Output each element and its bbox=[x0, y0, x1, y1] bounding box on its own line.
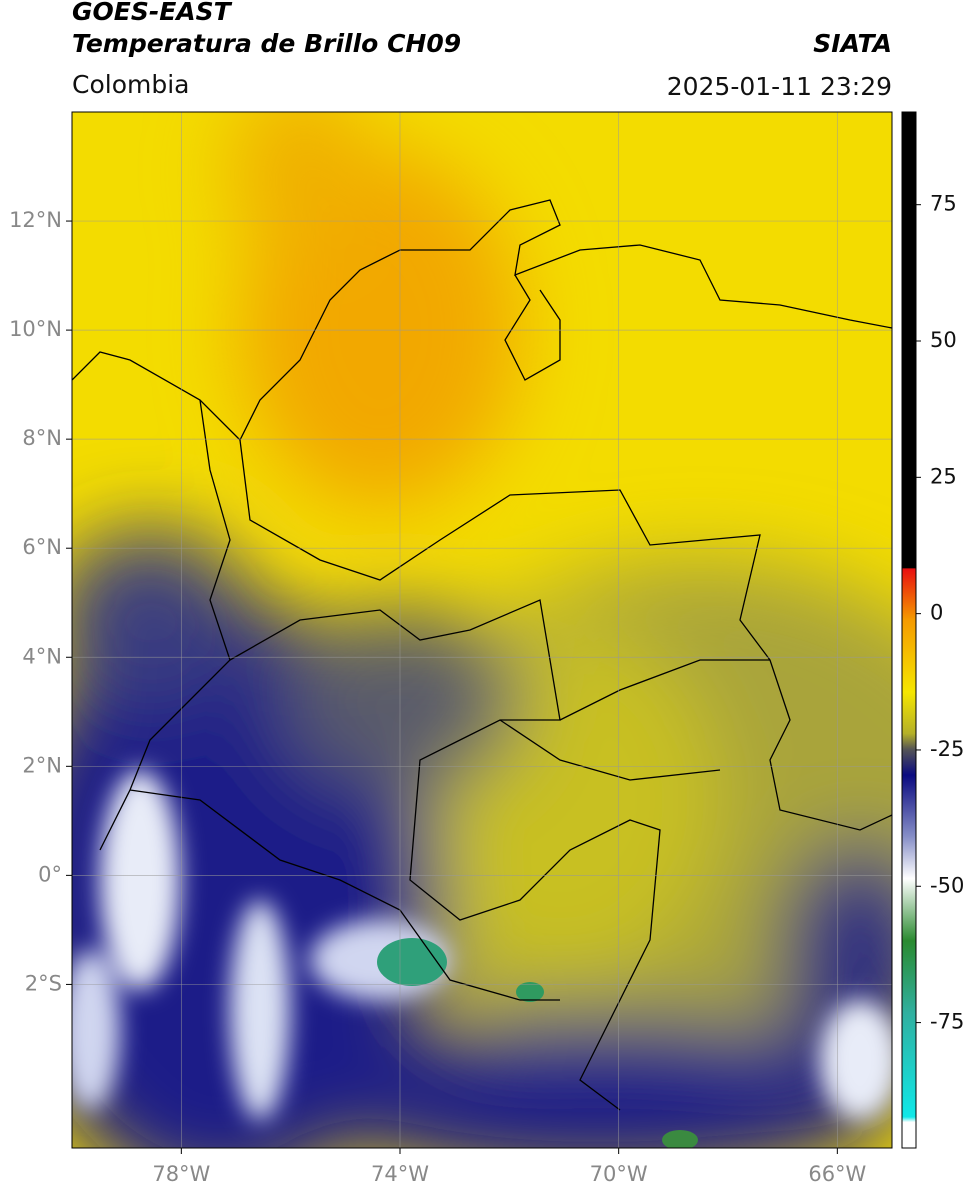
region: Colombia bbox=[72, 70, 189, 99]
lat-tick-label: 0° bbox=[38, 862, 62, 886]
lat-tick-label: 12°N bbox=[9, 208, 62, 232]
title: GOES-EAST bbox=[72, 0, 233, 26]
lon-tick-label: 66°W bbox=[808, 1162, 866, 1186]
lat-tick-label: 2°N bbox=[22, 753, 62, 777]
colorbar-tick-label: 50 bbox=[930, 328, 957, 352]
lon-tick-label: 78°W bbox=[152, 1162, 210, 1186]
lat-tick-label: 10°N bbox=[9, 317, 62, 341]
colorbar-tick-label: 0 bbox=[930, 601, 943, 625]
colorbar-tick-label: 75 bbox=[930, 192, 957, 216]
colorbar-tick-label: -75 bbox=[930, 1010, 964, 1034]
lat-tick-label: 6°N bbox=[22, 535, 62, 559]
title: Temperatura de Brillo CH09 bbox=[72, 29, 461, 58]
satellite-image bbox=[72, 112, 892, 1148]
lon-tick-label: 74°W bbox=[371, 1162, 429, 1186]
lat-tick-label: 4°N bbox=[22, 644, 62, 668]
lon-tick-label: 70°W bbox=[590, 1162, 648, 1186]
lat-tick-label: 8°N bbox=[22, 426, 62, 450]
colorbar bbox=[901, 111, 917, 1149]
colorbar-tick-label: -50 bbox=[930, 873, 964, 897]
timestamp: 2025-01-11 23:29 bbox=[667, 72, 892, 101]
lat-tick-label: 2°S bbox=[25, 971, 62, 995]
map-frame bbox=[71, 111, 893, 1149]
colorbar-tick-label: 25 bbox=[930, 464, 957, 488]
source: SIATA bbox=[813, 29, 892, 58]
colorbar-tick-label: -25 bbox=[930, 737, 964, 761]
